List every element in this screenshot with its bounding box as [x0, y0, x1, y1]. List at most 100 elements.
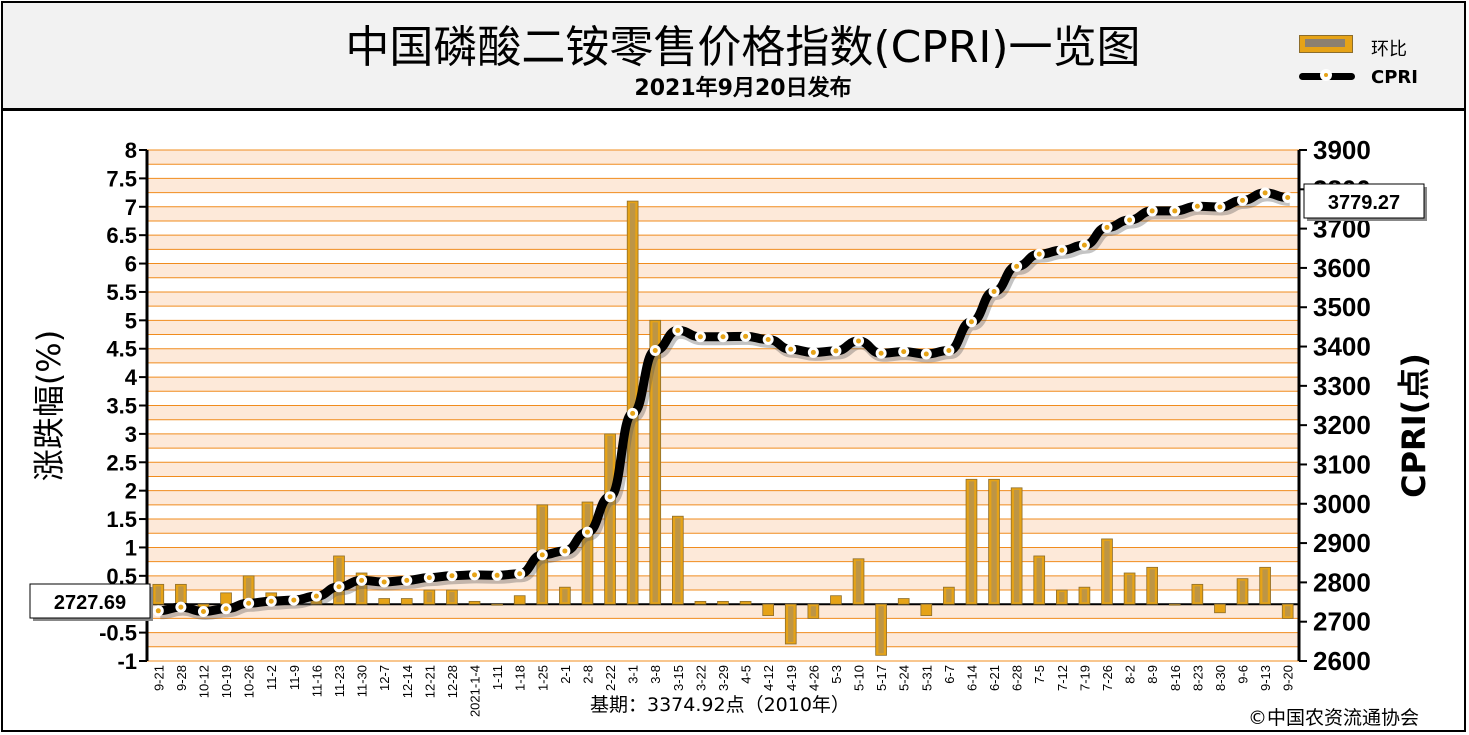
bar-pct	[717, 600, 729, 605]
cpri-point-center	[404, 577, 410, 583]
plot-band	[147, 632, 1299, 647]
bar-pct-shade	[968, 481, 975, 603]
bar-pct-shade	[1036, 557, 1042, 603]
bar-pct	[739, 600, 752, 605]
plot-band	[147, 519, 1299, 534]
x-tick-label: 6-28	[1010, 665, 1025, 691]
end-value-callout: 3779.27	[1303, 183, 1427, 221]
x-tick-label: 9-13	[1258, 665, 1273, 691]
bar-pct	[920, 603, 933, 616]
cpri-point-center	[810, 349, 816, 355]
x-tick-label: 11-16	[309, 665, 324, 697]
left-tick-label: 5	[125, 308, 137, 333]
x-tick-label: 9-28	[174, 665, 189, 691]
x-tick-label: 5-24	[897, 665, 912, 691]
legend-line-swatch	[1299, 65, 1359, 85]
bar-pct	[220, 592, 232, 605]
x-tick-label: 3-29	[716, 665, 731, 691]
bar-pct-shade	[855, 560, 862, 603]
x-tick-label: 8-16	[1168, 665, 1183, 691]
right-tick-label: 3000	[1313, 489, 1371, 519]
bar-pct-shade	[878, 606, 884, 654]
x-tick-label: 9-21	[151, 665, 166, 691]
bar-pct	[513, 595, 526, 605]
cpri-point-center	[878, 350, 884, 356]
cpri-point-center	[178, 604, 184, 610]
cpri-point-center	[472, 572, 478, 578]
right-tick-label: 2900	[1313, 528, 1371, 558]
cpri-point-center	[1285, 194, 1291, 200]
bar-pct	[1214, 603, 1226, 614]
x-tick-label: 7-5	[1032, 665, 1047, 684]
left-tick-label: -0.5	[99, 621, 137, 646]
left-tick-label: 6	[125, 252, 137, 277]
bar-pct-shade	[1284, 606, 1291, 617]
cpri-point-center	[856, 338, 862, 344]
cpri-point-center	[1127, 217, 1133, 223]
legend-bar-swatch	[1299, 33, 1359, 53]
right-tick-label: 3500	[1313, 292, 1371, 322]
x-tick-label: 1-25	[535, 665, 550, 691]
bar-pct-shade	[1013, 489, 1020, 603]
plot-band	[147, 178, 1299, 193]
cpri-point-center	[630, 410, 636, 416]
cpri-point-center	[1014, 263, 1020, 269]
plot-band	[147, 291, 1299, 307]
x-tick-label: 11-9	[287, 665, 302, 690]
x-tick-label: 11-23	[332, 665, 347, 697]
cpri-point-center	[359, 577, 365, 583]
cpri-point-center	[923, 351, 929, 357]
cpri-point-center	[1149, 208, 1155, 214]
bar-pct	[468, 600, 481, 605]
cpri-point-center	[675, 327, 681, 333]
x-tick-label: 3-22	[693, 665, 708, 691]
cpri-point-center	[200, 608, 206, 614]
cpri-point-center	[765, 336, 771, 342]
bar-pct-shade	[245, 577, 252, 603]
right-tick-label: 2600	[1313, 646, 1371, 676]
x-tick-label: 4-19	[784, 665, 799, 691]
left-tick-label: 7.5	[106, 166, 137, 191]
x-tick-label: 10-26	[242, 665, 257, 698]
start-value-callout: 2727.69	[29, 583, 153, 621]
bar-pct-shade	[449, 592, 455, 603]
bar-pct	[378, 598, 390, 605]
x-tick-label: 2-1	[558, 665, 573, 684]
x-tick-label: 7-19	[1077, 665, 1092, 691]
plot-band	[147, 348, 1299, 363]
bar-pct-shade	[1149, 569, 1155, 603]
right-tick-label: 3600	[1313, 253, 1371, 283]
x-tick-label: 12-7	[377, 665, 392, 691]
left-tick-label: 1.5	[106, 507, 137, 532]
x-tick-label: 6-7	[942, 665, 957, 684]
left-tick-label: 4.5	[106, 337, 137, 362]
bar-pct-shade	[1239, 580, 1246, 603]
bar-pct-shade	[336, 557, 342, 603]
chart-subtitle: 2021年9月20日发布	[634, 76, 852, 101]
plot-band	[147, 405, 1299, 420]
cpri-point-center	[1081, 242, 1087, 248]
cpri-point-center	[517, 571, 523, 577]
x-tick-label: 2-22	[603, 665, 618, 691]
plot-band	[147, 150, 1299, 165]
left-tick-label: 6.5	[106, 223, 137, 248]
left-tick-label: 8	[125, 138, 137, 163]
bar-pct-shade	[155, 586, 162, 603]
cpri-point-center	[1036, 251, 1042, 257]
cpri-point-center	[1059, 247, 1065, 253]
cpri-point-center	[946, 347, 952, 353]
cpri-point-center	[336, 584, 342, 590]
x-tick-label: 8-30	[1213, 665, 1228, 691]
header: 中国磷酸二铵零售价格指数(CPRI)一览图 2021年9月20日发布 环比 CP…	[3, 3, 1464, 111]
x-tick-label: 11-30	[355, 665, 370, 697]
bar-pct	[400, 598, 413, 605]
right-tick-label: 3100	[1313, 449, 1371, 479]
left-tick-label: 7	[125, 195, 137, 220]
left-tick-label: -1	[117, 649, 137, 674]
cpri-point-center	[155, 608, 161, 614]
cpri-point-center	[652, 347, 658, 353]
bar-pct-shade	[629, 203, 636, 603]
bar-pct-shade	[1059, 592, 1065, 603]
plot-band	[147, 235, 1299, 250]
